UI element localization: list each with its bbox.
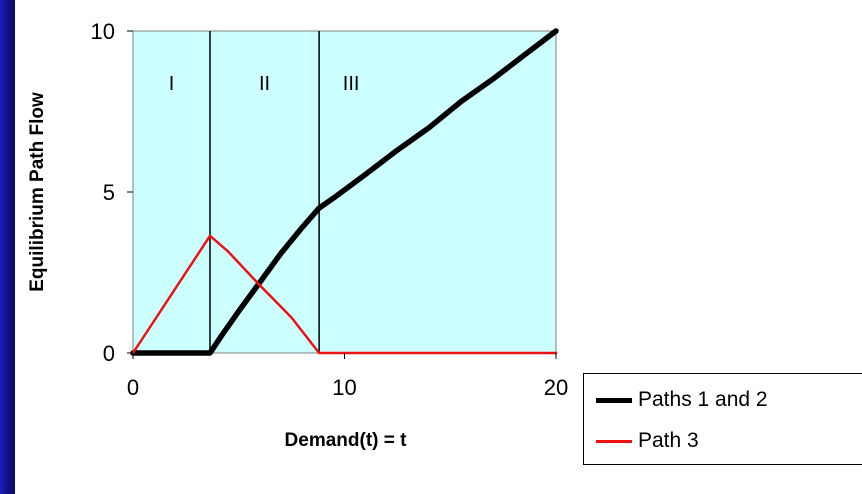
region-label-II: II <box>259 73 270 95</box>
series-line-path-3 <box>131 234 558 355</box>
y-axis-title: Equilibrium Path Flow <box>27 92 48 292</box>
x-tick-label: 10 <box>332 375 356 400</box>
y-tick-label: 10 <box>91 19 115 44</box>
region-label-I: I <box>169 73 175 95</box>
legend-swatch-path-3 <box>596 439 632 443</box>
series-lines <box>130 28 559 356</box>
legend-label: Paths 1 and 2 <box>638 388 768 411</box>
y-tick-label: 5 <box>103 180 115 205</box>
series-line-paths-1-and-2 <box>130 28 559 356</box>
slide: I II III 0 10 20 0 5 10 Equilibrium Path Flow D… <box>15 0 862 494</box>
x-tick-label: 20 <box>544 375 568 400</box>
region-label-III: III <box>343 73 360 95</box>
y-tick-label: 0 <box>103 341 115 366</box>
axis-ticks: 0 10 20 0 5 10 <box>91 19 569 400</box>
x-axis-title: Demand(t) = t <box>285 430 408 451</box>
region-dividers: I II III <box>169 31 360 353</box>
legend-item-paths-1-and-2: Paths 1 and 2 <box>596 388 768 412</box>
legend-item-path-3: Path 3 <box>596 429 699 453</box>
x-tick-label: 0 <box>127 375 139 400</box>
legend-swatch-paths-1-and-2 <box>596 397 632 403</box>
legend: Paths 1 and 2 Path 3 <box>583 373 862 465</box>
legend-label: Path 3 <box>638 429 699 452</box>
